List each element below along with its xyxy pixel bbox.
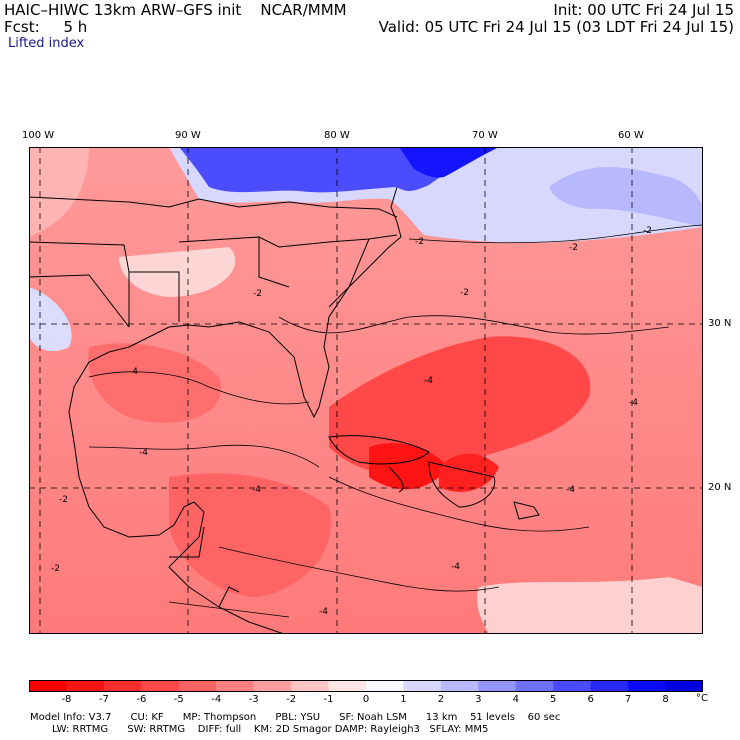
colorbar-swatch bbox=[628, 680, 667, 692]
map-frame bbox=[29, 147, 703, 634]
contour-label: -4 bbox=[129, 367, 138, 377]
lat-label: 20 N bbox=[708, 482, 732, 493]
contour-label: -2 bbox=[415, 237, 424, 247]
contour-label: -4 bbox=[629, 398, 638, 408]
stable-region-core bbox=[179, 147, 469, 193]
neutral-patch bbox=[29, 147, 89, 237]
field-name: Lifted index bbox=[8, 36, 85, 51]
colorbar-tick-label: -4 bbox=[211, 694, 222, 705]
colorbar-tick-label: 2 bbox=[437, 694, 445, 705]
colorbar-tick-label: 6 bbox=[587, 694, 594, 705]
colorbar-swatch bbox=[103, 680, 142, 692]
model-info-line2: LW: RRTMG SW: RRTMG DIFF: full KM: 2D Sm… bbox=[52, 724, 489, 735]
colorbar-swatch bbox=[403, 680, 442, 692]
lon-label: 100 W bbox=[22, 130, 55, 141]
stable-region-peak bbox=[399, 147, 499, 178]
colorbar-swatch bbox=[440, 680, 479, 692]
contour-label: -4 bbox=[451, 562, 460, 572]
contour-label: -4 bbox=[424, 376, 433, 386]
colorbar-unit: °C bbox=[696, 693, 708, 704]
contour-label: -4 bbox=[566, 485, 575, 495]
unstable-region bbox=[169, 473, 331, 597]
neutral-patch-south bbox=[477, 577, 703, 634]
colorbar-tick-label: 3 bbox=[475, 694, 482, 705]
contour-label: -4 bbox=[252, 485, 261, 495]
model-info-line1: Model Info: V3.7 CU: KF MP: Thompson PBL… bbox=[30, 712, 561, 723]
colorbar-swatch bbox=[66, 680, 105, 692]
colorbar-tick-label: 4 bbox=[512, 694, 519, 705]
colorbar-swatch bbox=[366, 680, 404, 692]
colorbar bbox=[29, 680, 703, 692]
colorbar-tick-label: -3 bbox=[248, 694, 259, 705]
contour-label: -2 bbox=[51, 564, 60, 574]
model-title: HAIC–HIWC 13km ARW–GFS init NCAR/MMM bbox=[4, 1, 347, 19]
lon-label: 60 W bbox=[618, 130, 644, 141]
contour-label: -2 bbox=[643, 226, 652, 236]
contour-labels: -2 -2 -2 -2 -2 -4 -4 -4 -4 -4 -4 -4 -2 -… bbox=[51, 226, 652, 617]
contour-label: -2 bbox=[59, 495, 68, 505]
colorbar-swatch bbox=[29, 680, 67, 692]
lifted-index-map: -2 -2 -2 -2 -2 -4 -4 -4 -4 -4 -4 -4 -2 -… bbox=[29, 147, 703, 634]
colorbar-tick-label: 7 bbox=[624, 694, 632, 705]
lon-label: 90 W bbox=[175, 130, 201, 141]
colorbar-swatch bbox=[291, 680, 330, 692]
colorbar-tick-label: -5 bbox=[173, 694, 184, 705]
colorbar-tick-label: 8 bbox=[662, 694, 669, 705]
lon-label: 70 W bbox=[472, 130, 498, 141]
colorbar-tick-label: -1 bbox=[323, 694, 334, 705]
unstable-core bbox=[439, 453, 499, 492]
colorbar-swatch bbox=[478, 680, 517, 692]
colorbar-tick-label: -7 bbox=[98, 694, 109, 705]
colorbar-swatch bbox=[328, 680, 367, 692]
contour-label: -4 bbox=[139, 448, 148, 458]
colorbar-tick-label: -6 bbox=[136, 694, 147, 705]
contours bbox=[88, 224, 703, 618]
colorbar-swatch bbox=[178, 680, 217, 692]
lat-label: 30 N bbox=[708, 318, 732, 329]
init-time: Init: 00 UTC Fri 24 Jul 15 bbox=[553, 1, 734, 19]
colorbar-frame bbox=[29, 680, 703, 692]
colorbar-swatch bbox=[515, 680, 554, 692]
colorbar-tick-label: 5 bbox=[550, 694, 557, 705]
forecast-hour: Fcst: 5 h bbox=[4, 18, 88, 36]
gridlines bbox=[29, 147, 703, 634]
colorbar-swatch bbox=[665, 680, 703, 692]
unstable-core bbox=[369, 443, 449, 490]
contour-label: -2 bbox=[569, 243, 578, 253]
land-boundaries bbox=[29, 186, 540, 634]
colorbar-tick-label: -8 bbox=[61, 694, 72, 705]
colorbar-tick-label: 1 bbox=[400, 694, 407, 705]
colorbar-tick-label: -2 bbox=[286, 694, 297, 705]
valid-time: Valid: 05 UTC Fri 24 Jul 15 (03 LDT Fri … bbox=[378, 18, 734, 36]
colorbar-swatch bbox=[253, 680, 292, 692]
colorbar-swatch bbox=[590, 680, 629, 692]
colorbar-swatch bbox=[141, 680, 180, 692]
colorbar-swatch bbox=[216, 680, 255, 692]
contour-label: -4 bbox=[319, 607, 328, 617]
colorbar-swatch bbox=[553, 680, 592, 692]
lon-label: 80 W bbox=[324, 130, 350, 141]
contour-label: -2 bbox=[253, 289, 262, 299]
stable-region-east bbox=[549, 167, 703, 227]
contour-label: -2 bbox=[460, 288, 469, 298]
colorbar-tick-label: 0 bbox=[362, 694, 370, 705]
